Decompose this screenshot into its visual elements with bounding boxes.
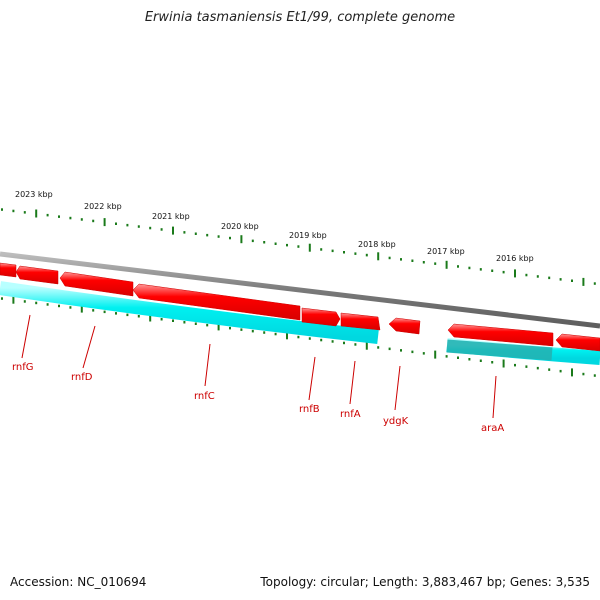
gene-arrow-0[interactable] xyxy=(0,262,17,278)
gene-label-rnfG: rnfG xyxy=(12,362,34,373)
kbp-label-2017: 2017 kbp xyxy=(427,247,465,256)
leader-rnfC xyxy=(204,343,211,387)
kbp-label-2022: 2022 kbp xyxy=(84,202,122,211)
gene-label-rnfA: rnfA xyxy=(340,409,361,420)
gene-arrow-rnfG[interactable] xyxy=(15,265,59,285)
genome-backbone xyxy=(0,251,600,329)
gene-arrow-araA[interactable] xyxy=(447,323,554,347)
gene-arrow-ydgK[interactable] xyxy=(388,317,421,335)
gene-label-rnfB: rnfB xyxy=(299,404,320,415)
gene-label-araA: araA xyxy=(481,423,504,434)
gene-arrow-rnfD[interactable] xyxy=(59,271,134,297)
leader-araA xyxy=(492,375,497,419)
kbp-label-2023: 2023 kbp xyxy=(15,190,53,199)
leader-rnfD xyxy=(82,325,96,369)
gene-arrow-rnfC[interactable] xyxy=(132,283,301,321)
leader-rnfB xyxy=(308,356,316,401)
kbp-label-2018: 2018 kbp xyxy=(358,240,396,249)
gene-label-rnfD: rnfD xyxy=(71,372,93,383)
reverse-gene-bar-dark xyxy=(446,339,553,361)
upper-tick-track xyxy=(1,208,596,286)
kbp-label-2021: 2021 kbp xyxy=(152,212,190,221)
accession-label: Accession: NC_010694 xyxy=(10,575,147,589)
leader-rnfG xyxy=(21,314,31,359)
kbp-label-2019: 2019 kbp xyxy=(289,231,327,240)
topology-label: Topology: circular; Length: 3,883,467 bp… xyxy=(260,575,590,589)
gene-label-rnfC: rnfC xyxy=(194,391,215,402)
map-title: Erwinia tasmaniensis Et1/99, complete ge… xyxy=(144,10,456,25)
gene-arrow-rnfB[interactable] xyxy=(301,307,341,327)
kbp-label-2016: 2016 kbp xyxy=(496,254,534,263)
lower-tick-track xyxy=(1,295,596,377)
reverse-gene-bar-left xyxy=(0,281,379,344)
gene-label-ydgK: ydgK xyxy=(383,416,409,427)
leader-rnfA xyxy=(349,360,356,405)
kbp-label-2020: 2020 kbp xyxy=(221,222,259,231)
leader-ydgK xyxy=(394,365,401,411)
gene-arrow-right[interactable] xyxy=(555,333,600,352)
gene-arrow-rnfA[interactable] xyxy=(340,312,381,331)
